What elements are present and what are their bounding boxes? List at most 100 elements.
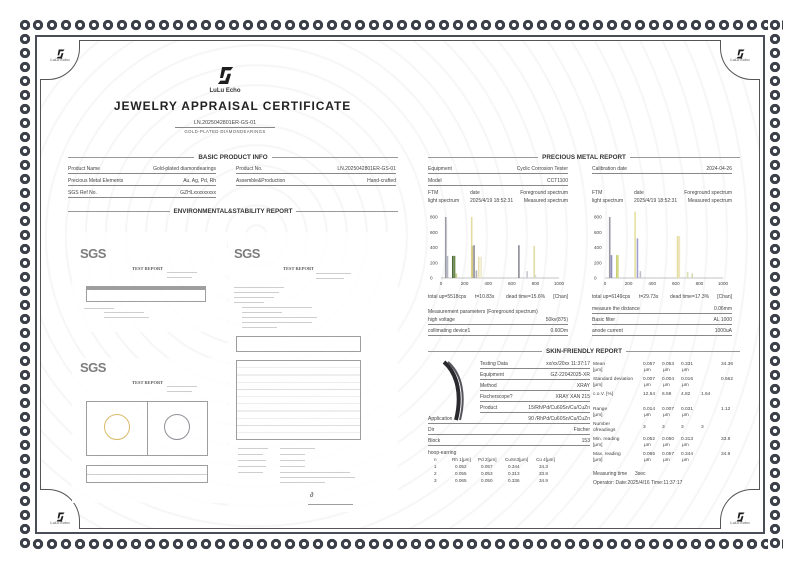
- stat-unit: μm: [682, 382, 689, 388]
- tested-earring-photo: [164, 414, 190, 440]
- spectrum-peak: [676, 236, 679, 278]
- channel-unit: [Chan]: [553, 294, 568, 300]
- spectrum-peak: [475, 270, 478, 278]
- x-tick-label: 0: [604, 281, 607, 286]
- x-tick-label: 800: [532, 281, 540, 286]
- spectrum-peak: [471, 245, 474, 278]
- x-tick-label: 1000: [718, 281, 729, 286]
- x-tick-label: 400: [484, 281, 492, 286]
- table-cell: 0.336: [508, 478, 520, 483]
- table-header: Rh 1[μm]: [452, 457, 471, 462]
- stat-unit: μm: [663, 442, 670, 448]
- table-cell: 34.9: [539, 478, 548, 483]
- measure-time: t=29.73s: [639, 294, 659, 300]
- field-sgs-ref-no: SGS Ref No. GZHLxxxxxxxxx: [68, 190, 216, 198]
- stat-unit: μm: [663, 382, 670, 388]
- sgs-test-report-image: SGS TEST REPORT: [72, 358, 227, 503]
- x-tick-label: 200: [625, 281, 633, 286]
- table-header: Pd 2[μm]: [478, 457, 497, 462]
- signature-icon: ∂: [310, 492, 314, 499]
- spectrum-chart: 0 200 400 600 800 1000 0 200 400 600 800: [430, 215, 565, 287]
- stat-value: 0.057: [643, 362, 656, 367]
- spectrum-header: FTM: [592, 190, 603, 196]
- field-value: 15/Rh/Pd/Cu60Sn/Cu/CuZn: [528, 405, 590, 411]
- measuring-time-label: Measuring time: [593, 471, 628, 477]
- stat-unit: μm: [663, 457, 670, 463]
- stat-label: Number: [593, 422, 611, 427]
- stat-value: 0.004: [662, 377, 675, 382]
- stat-value: 1.64: [701, 392, 711, 397]
- brand-name: LuLu Echo: [730, 520, 750, 525]
- spectrum-header: date: [634, 190, 644, 196]
- stat-unit: [μm]: [593, 367, 603, 373]
- spectrum-header: 2025/4/19 18:52:31: [634, 198, 678, 204]
- spectrum-peak: [473, 245, 475, 278]
- table-cell: 2: [434, 471, 437, 476]
- x-tick-label: 600: [672, 281, 680, 286]
- spectrum-peak: [608, 217, 611, 278]
- table-cell: 0.057: [481, 464, 493, 469]
- stat-unit: μm: [663, 367, 670, 373]
- field-value: Fischer: [573, 427, 590, 433]
- x-tick-label: 1000: [554, 281, 565, 286]
- spectrum-peak: [455, 273, 458, 278]
- spectrum-peak: [518, 245, 520, 278]
- measurement-parameters-title: Measurement parameters (Foreground spect…: [428, 309, 538, 315]
- field-value: 153: [581, 438, 590, 444]
- table-header: CuSn3[μm]: [505, 457, 529, 462]
- report-heading: TEST REPORT: [132, 266, 164, 271]
- stat-value: 0.562: [721, 377, 734, 382]
- spectrum-peak: [634, 211, 636, 278]
- section-title: SKIN-FRIENDLY REPORT: [546, 348, 622, 355]
- stat-unit: μm: [682, 457, 689, 463]
- stat-label: Mean: [593, 362, 605, 367]
- field-value: XRAY: [576, 383, 590, 389]
- stat-label: Max. reading: [593, 452, 621, 457]
- stat-value: 0.331: [681, 362, 694, 367]
- decorative-border-left: [18, 18, 32, 551]
- spectrum-peak: [617, 255, 619, 278]
- y-tick-label: 400: [430, 245, 438, 250]
- total-counts: total up=6149cps: [592, 294, 631, 300]
- field-equipment: Equipment GZ-22042025-XR: [480, 372, 590, 380]
- field-product-name: Product Name Gold-plated diamondearings: [68, 166, 216, 174]
- stat-unit: μm: [663, 412, 670, 418]
- stat-unit: μm: [644, 412, 651, 418]
- table-cell: 0.053: [481, 471, 493, 476]
- x-tick-label: 400: [648, 281, 656, 286]
- section-title: BASIC PRODUCT INFO: [198, 154, 268, 161]
- field-value: XRAY XAN 215: [555, 394, 590, 400]
- section-title: ENVIRONMENTAL&STABILITY REPORT: [173, 208, 293, 215]
- table-header: Cu 4[μm]: [536, 457, 555, 462]
- stat-value: 33.8: [721, 437, 731, 442]
- stat-value: 3: [662, 425, 665, 430]
- spectrum-header: light spectrum: [428, 198, 460, 204]
- report-heading: TEST REPORT: [283, 266, 315, 271]
- stat-value: 3: [681, 425, 684, 430]
- y-tick-label: 200: [594, 260, 602, 265]
- spectrum-header: Foreground spectrum: [520, 190, 568, 196]
- table-cell: 0.344: [508, 464, 520, 469]
- y-tick-label: 800: [430, 215, 438, 220]
- sgs-logo: SGS: [80, 246, 106, 261]
- stat-value: 0.053: [662, 362, 675, 367]
- inner-frame: [40, 40, 760, 529]
- decorative-border-bottom: [17, 537, 783, 551]
- stat-unit: [μm]: [593, 457, 603, 463]
- spectrum-peak: [480, 256, 482, 278]
- brand-name: LuLu Echo: [209, 88, 241, 94]
- field-label: Block: [428, 438, 441, 444]
- channel-unit: [Chan]: [717, 294, 732, 300]
- stat-unit: μm: [682, 412, 689, 418]
- table-cell: 33.8: [539, 471, 548, 476]
- spectrum-chart: 0 200 400 600 800 1000 0 200 400 600 800: [594, 211, 729, 286]
- y-tick-label: 400: [594, 245, 602, 250]
- x-tick-label: 0: [440, 281, 443, 286]
- brand-logo-icon: [55, 46, 65, 59]
- decorative-border-top: [17, 18, 783, 32]
- spectrum-peak: [477, 256, 480, 278]
- brand-name: LuLu Echo: [50, 520, 70, 525]
- stat-value: 0.007: [662, 407, 675, 412]
- table-cell: 0.052: [455, 464, 467, 469]
- stat-label: Range: [593, 407, 608, 412]
